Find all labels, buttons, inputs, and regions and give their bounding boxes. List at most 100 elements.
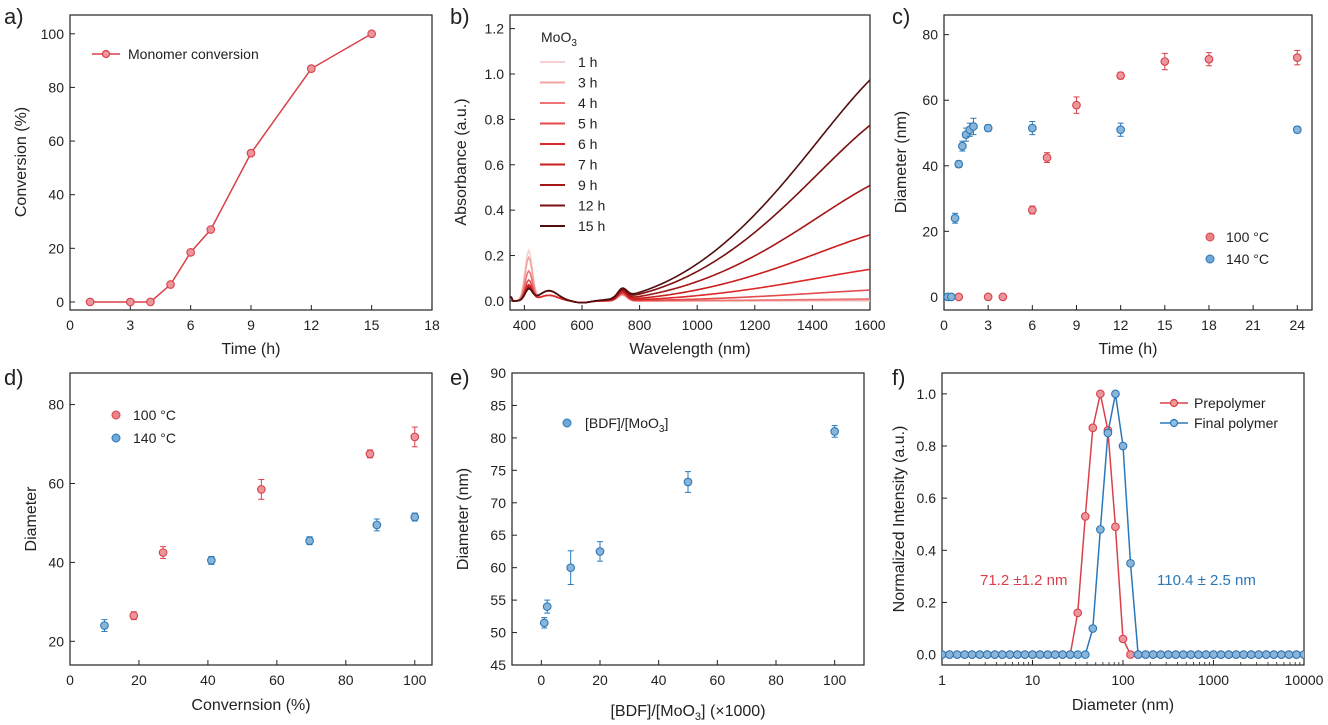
data-point xyxy=(367,29,377,39)
data-point xyxy=(1231,650,1241,659)
panel-d-ylabel: Diameter xyxy=(23,486,40,552)
panel-b-label: b) xyxy=(450,4,470,29)
data-point xyxy=(1058,650,1067,659)
legend-label-bdf: [BDF]/[MoO3] xyxy=(585,415,668,435)
x-tick-label: 10000 xyxy=(1285,672,1324,688)
panel-c-ylabel: Diameter (nm) xyxy=(893,111,910,213)
x-tick-label: 1600 xyxy=(854,317,885,333)
y-tick-label: 0.8 xyxy=(485,111,505,127)
data-point xyxy=(1073,608,1083,618)
y-tick-label: 80 xyxy=(48,397,64,413)
x-tick-label: 80 xyxy=(768,672,784,688)
x-tick-label: 3 xyxy=(126,317,134,333)
x-tick-label: 400 xyxy=(513,317,537,333)
data-point xyxy=(207,556,216,565)
y-tick-label: 60 xyxy=(922,92,938,108)
panel-e-ylabel: Diameter (nm) xyxy=(455,468,472,570)
data-point xyxy=(1050,650,1060,659)
x-tick-label: 6 xyxy=(1028,317,1036,333)
panel-e-frame xyxy=(511,372,865,666)
y-tick-label: 80 xyxy=(922,27,938,43)
data-point xyxy=(410,432,420,442)
data-point xyxy=(1163,650,1173,659)
panel-c-label: c) xyxy=(892,4,910,29)
x-tick-label: 18 xyxy=(1201,317,1217,333)
data-point xyxy=(945,650,954,659)
x-tick-label: 600 xyxy=(570,317,594,333)
data-point xyxy=(1156,650,1166,659)
y-tick-label: 0.4 xyxy=(917,542,937,558)
panel-3-ticks: 0 20 40 60 80 100 20 40 60 80 xyxy=(48,397,426,688)
legend-label-monomer: Monomer conversion xyxy=(128,46,259,62)
y-tick-label: 80 xyxy=(490,430,506,446)
y-tick-label: 1.2 xyxy=(485,21,505,37)
data-point xyxy=(1035,650,1045,659)
data-point xyxy=(967,650,977,659)
data-point xyxy=(158,548,168,557)
panel-c-xlabel: Time (h) xyxy=(1099,341,1158,358)
y-tick-label: 0.2 xyxy=(917,594,937,610)
data-point xyxy=(950,213,960,223)
x-tick-label: 100 xyxy=(1111,672,1135,688)
panel-0-plot xyxy=(85,29,377,307)
y-tick-label: 75 xyxy=(490,462,506,478)
x-tick-label: 100 xyxy=(823,672,847,688)
data-point xyxy=(1073,650,1083,659)
x-tick-label: 20 xyxy=(131,672,147,688)
data-point xyxy=(1013,650,1022,659)
data-point xyxy=(1111,522,1120,532)
y-tick-label: 0 xyxy=(930,289,938,305)
annotation-final-size: 110.4 ± 2.5 nm xyxy=(1157,572,1256,589)
legend-label-140c: 140 °C xyxy=(1226,251,1269,267)
panel-1-plot xyxy=(510,79,870,304)
y-tick-label: 60 xyxy=(48,475,64,491)
data-point xyxy=(186,247,196,257)
data-point xyxy=(1088,423,1098,433)
x-tick-label: 12 xyxy=(1113,317,1129,333)
data-point xyxy=(1201,650,1211,659)
data-point xyxy=(983,292,993,302)
data-point xyxy=(954,159,964,169)
y-tick-label: 20 xyxy=(48,240,64,256)
x-tick-label: 1200 xyxy=(739,317,770,333)
data-point xyxy=(1116,71,1125,80)
data-point xyxy=(100,621,109,630)
x-tick-label: 1400 xyxy=(797,317,828,333)
y-tick-label: 0.4 xyxy=(485,202,505,218)
y-tick-label: 40 xyxy=(922,158,938,174)
x-tick-label: 15 xyxy=(364,317,380,333)
panel-a-label: a) xyxy=(4,4,24,29)
panel-c-legend: 100 °C 140 °C xyxy=(1205,229,1269,267)
data-point xyxy=(990,650,1000,659)
y-tick-label: 70 xyxy=(490,495,506,511)
y-tick-label: 0.6 xyxy=(917,490,937,506)
x-tick-label: 6 xyxy=(187,317,195,333)
data-point xyxy=(256,485,266,494)
data-point xyxy=(1239,650,1248,659)
data-point xyxy=(1261,650,1271,659)
series-line xyxy=(942,393,1304,656)
panel-f-xlabel: Diameter (nm) xyxy=(1072,697,1174,714)
data-point xyxy=(1292,125,1302,135)
y-tick-label: 100 xyxy=(41,26,65,42)
data-point xyxy=(1133,650,1143,659)
y-tick-label: 0.6 xyxy=(485,157,505,173)
panel-a-ylabel: Conversion (%) xyxy=(13,107,30,217)
x-tick-label: 10 xyxy=(1025,672,1041,688)
data-point xyxy=(125,297,135,307)
panel-1-ticks: 400 600 800 1000 1200 1400 1600 0.0 0.2 0.4 0.6 0.8… xyxy=(485,21,886,333)
data-point xyxy=(1043,650,1052,659)
x-tick-label: 40 xyxy=(651,672,667,688)
data-point xyxy=(1096,525,1105,534)
panel-5-ticks: 1 10 100 1000 10000 0.0 0.2 0.4 0.6 0.8 1.0 xyxy=(917,386,1324,688)
data-point xyxy=(542,602,552,611)
spectrum-9h xyxy=(510,184,870,304)
data-point xyxy=(958,141,967,151)
legend-marker-bdf xyxy=(562,418,572,428)
data-point xyxy=(1299,650,1304,659)
y-tick-label: 0.0 xyxy=(917,647,937,663)
y-tick-label: 40 xyxy=(48,554,64,570)
legend-label-3h: 3 h xyxy=(578,75,597,91)
data-point xyxy=(1088,624,1098,633)
panel-a: a) Time (h) Conversion (%) Monomer conve… xyxy=(4,4,440,358)
